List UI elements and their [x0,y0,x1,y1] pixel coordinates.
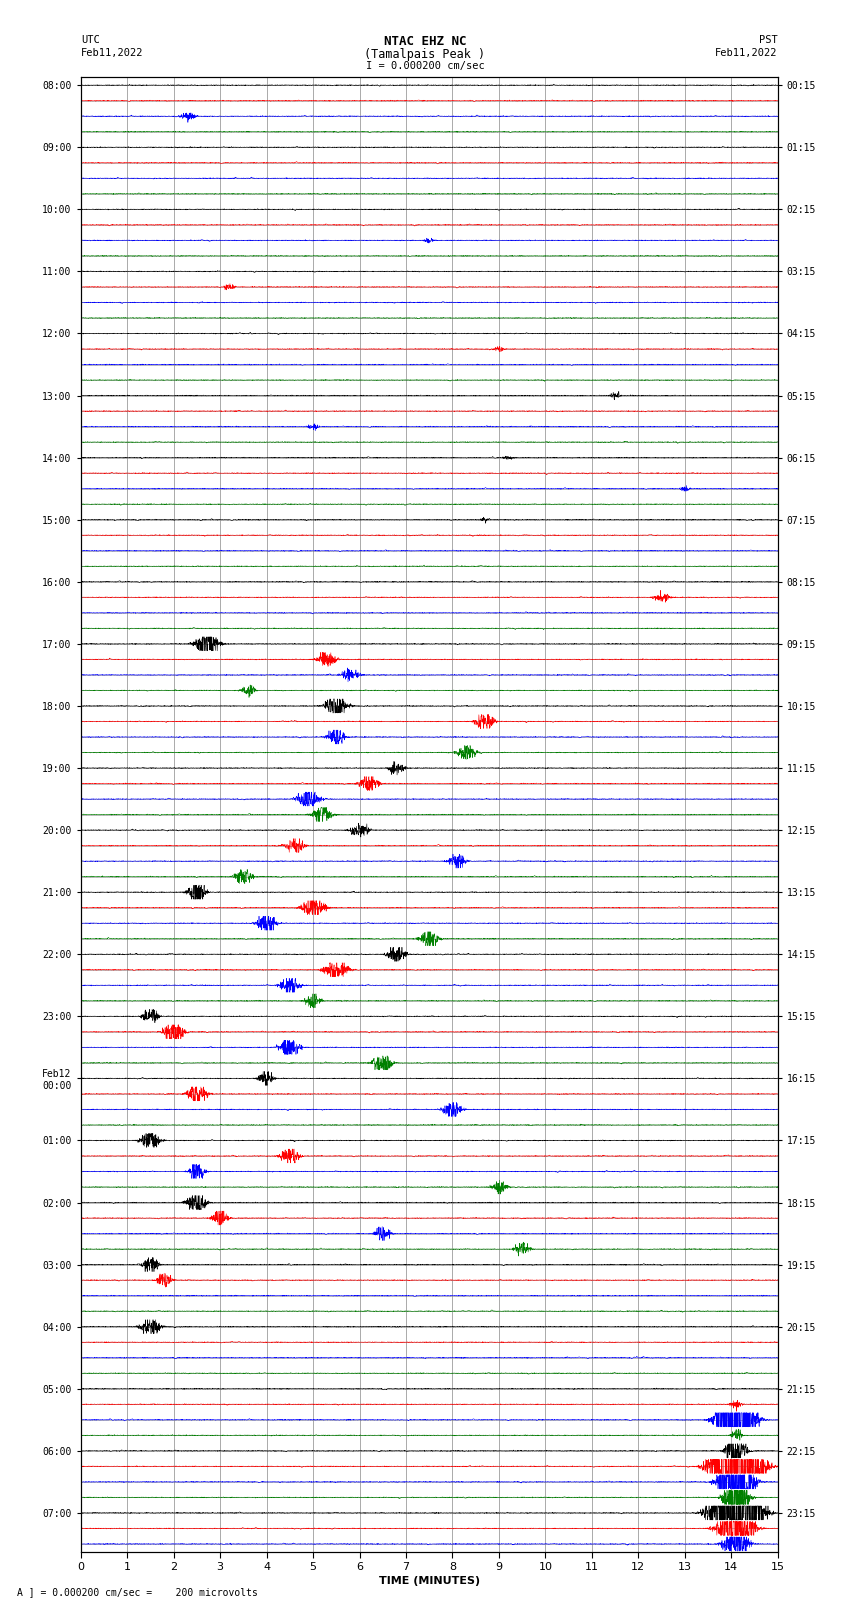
Text: PST: PST [759,35,778,45]
Text: A ] = 0.000200 cm/sec =    200 microvolts: A ] = 0.000200 cm/sec = 200 microvolts [17,1587,258,1597]
Text: (Tamalpais Peak ): (Tamalpais Peak ) [365,48,485,61]
Text: Feb11,2022: Feb11,2022 [715,48,778,58]
Text: NTAC EHZ NC: NTAC EHZ NC [383,35,467,48]
X-axis label: TIME (MINUTES): TIME (MINUTES) [379,1576,479,1586]
Text: I = 0.000200 cm/sec: I = 0.000200 cm/sec [366,61,484,71]
Text: UTC: UTC [81,35,99,45]
Text: Feb11,2022: Feb11,2022 [81,48,144,58]
